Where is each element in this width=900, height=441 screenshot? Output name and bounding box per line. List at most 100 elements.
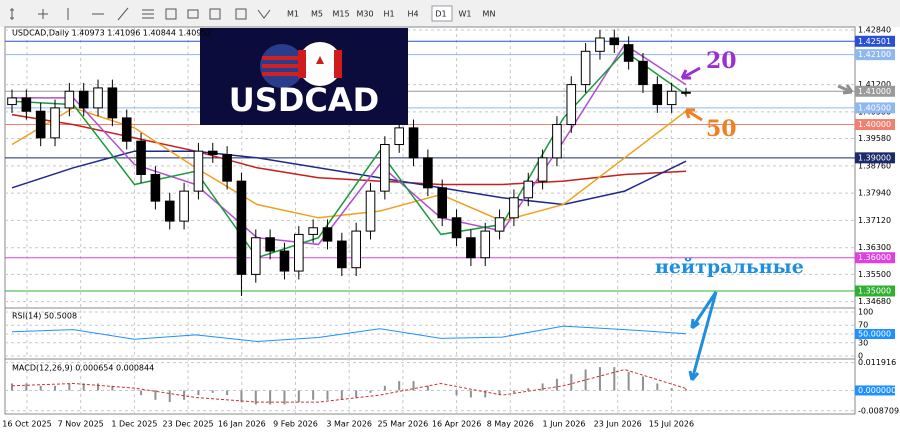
y-tick-label: 1.39580 <box>858 134 891 143</box>
macd-value-box <box>855 385 895 396</box>
level-box <box>855 252 895 264</box>
level-box <box>855 85 895 97</box>
candle-body <box>408 127 419 159</box>
rsi-value-box <box>855 329 895 339</box>
level-label: 1.35000 <box>858 287 891 296</box>
y-tick-label: 1.37120 <box>858 216 891 225</box>
candle-body <box>351 230 361 269</box>
candle-body <box>380 144 390 192</box>
x-tick-label: 7 Nov 2025 <box>58 420 104 429</box>
timeframe-button[interactable]: D1 <box>435 10 446 19</box>
level-box <box>855 102 895 114</box>
candle-body <box>164 200 175 222</box>
y-tick-label: 1.42840 <box>858 25 891 34</box>
candle-body <box>93 87 103 109</box>
timeframe-button[interactable]: W1 <box>459 10 472 19</box>
timeframe-button[interactable]: H1 <box>383 10 394 19</box>
macd-tick-label: 0.000000 <box>858 386 896 395</box>
candle-body <box>681 91 691 94</box>
macd-tick-label: 0.011916 <box>858 358 896 367</box>
level-label: 1.36000 <box>858 253 891 262</box>
timeframe-button[interactable]: M30 <box>356 10 373 19</box>
level-label: 1.40000 <box>858 120 891 129</box>
timeframe-button[interactable]: MN <box>483 10 496 19</box>
candle-body <box>322 227 333 242</box>
x-tick-label: 9 Feb 2026 <box>273 420 318 429</box>
rsi-tick-label: 100 <box>858 308 873 317</box>
candle-body <box>50 107 60 139</box>
level-label: 1.41000 <box>858 87 891 96</box>
candle-body <box>121 117 132 142</box>
rsi-title: RSI(14) 50.5008 <box>12 312 77 321</box>
y-tick-label: 1.36300 <box>858 243 891 252</box>
toolbar-icons <box>10 7 271 21</box>
x-tick-label: 15 Jul 2026 <box>649 420 694 429</box>
candle-body <box>666 90 677 106</box>
chart-title: USDCAD,Daily 1.40973 1.41096 1.40844 1.4… <box>12 29 212 38</box>
y-tick-label: 1.37940 <box>858 189 891 198</box>
candle-body <box>365 190 376 232</box>
candle-body <box>494 217 505 232</box>
rsi-tick-label: 50.0000 <box>858 330 891 339</box>
candle-body <box>64 90 75 109</box>
annotation: 50 <box>706 116 737 142</box>
logo: USDCAD <box>200 28 408 125</box>
level-box <box>855 285 895 297</box>
candle-body <box>623 44 634 62</box>
candle-body <box>207 150 218 156</box>
timeframe-button[interactable]: H4 <box>407 10 418 19</box>
level-label: 1.40500 <box>858 103 891 112</box>
selected-timeframe <box>431 5 453 22</box>
candle-body <box>466 237 476 259</box>
level-box <box>855 152 895 164</box>
level-label: 1.39000 <box>858 153 891 162</box>
moving-average <box>12 43 687 246</box>
candle-body <box>437 187 448 219</box>
rsi-tick-label: 0 <box>858 352 863 361</box>
candle-body <box>480 230 491 259</box>
candle-body <box>523 180 534 199</box>
y-tick-label: 1.41200 <box>858 80 891 89</box>
candle-body <box>35 110 46 139</box>
rsi-line <box>11 325 687 343</box>
candle-body <box>423 157 433 189</box>
candle-body <box>265 237 275 252</box>
candle-body <box>595 37 605 52</box>
level-label: 1.42100 <box>858 50 891 59</box>
timeframe-button[interactable]: M5 <box>311 10 323 19</box>
candle-body <box>179 190 189 222</box>
level-box <box>855 35 895 47</box>
level-label: 1.42501 <box>858 37 891 46</box>
y-tick-label: 1.35500 <box>858 270 891 279</box>
annotation: нейтральные <box>655 256 804 278</box>
candle-body <box>136 140 146 175</box>
candle-body <box>150 173 161 202</box>
candle-body <box>222 154 232 182</box>
candle-body <box>337 240 347 269</box>
rsi-tick-label: 30 <box>858 338 868 347</box>
level-box <box>855 119 895 131</box>
candle-body <box>394 127 404 146</box>
timeframe-button[interactable]: M1 <box>287 10 299 19</box>
candle-body <box>193 150 204 192</box>
candle-body <box>78 90 89 109</box>
x-tick-label: 3 Mar 2026 <box>326 420 372 429</box>
candle-body <box>537 157 548 182</box>
candle-body <box>308 227 318 235</box>
timeframe-button[interactable]: M15 <box>332 10 349 19</box>
candle-body <box>552 124 562 159</box>
candle-body <box>580 50 591 86</box>
candle-body <box>566 84 577 126</box>
x-tick-label: 1 Jun 2026 <box>542 420 585 429</box>
candle-body <box>609 37 620 46</box>
x-tick-label: 23 Jun 2026 <box>594 420 642 429</box>
candle-body <box>7 97 17 106</box>
candle-body <box>294 233 304 272</box>
y-tick-label: 1.34680 <box>858 297 891 306</box>
arrows <box>680 66 854 381</box>
x-tick-label: 16 Jan 2026 <box>218 420 266 429</box>
candle-body <box>250 237 261 275</box>
macd-signal <box>11 368 687 403</box>
candle-body <box>107 87 118 119</box>
